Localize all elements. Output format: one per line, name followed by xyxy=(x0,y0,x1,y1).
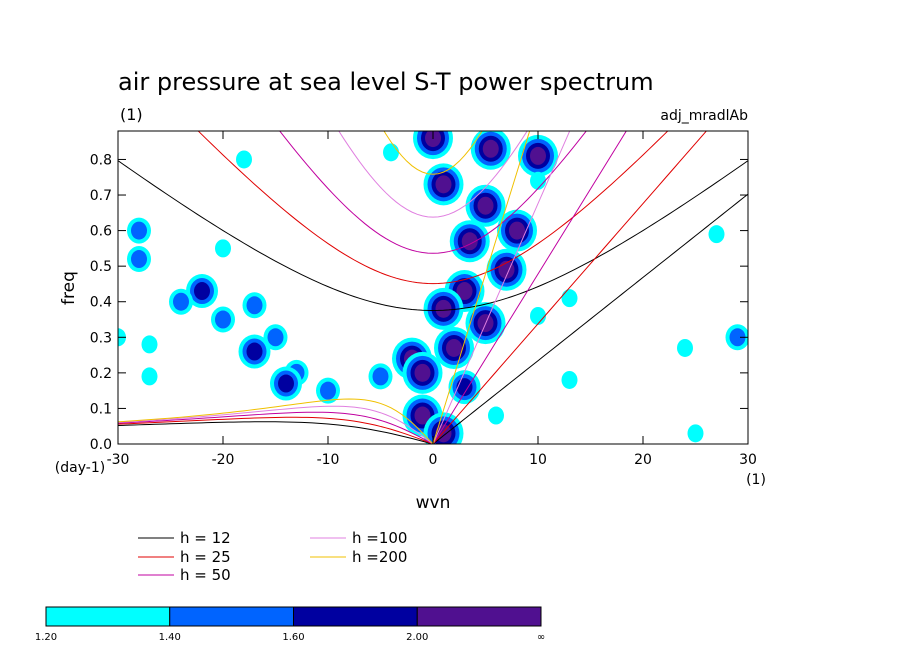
colorbar-label: 1.60 xyxy=(282,632,304,643)
spectrum-blob xyxy=(488,406,504,425)
spectrum-blob xyxy=(141,367,158,386)
y-tick-label: 0.3 xyxy=(90,330,112,346)
y-axis-unit: (day-1) xyxy=(55,460,105,476)
spectrum-blob xyxy=(246,296,263,315)
x-tick-label: 30 xyxy=(739,452,757,468)
kelvin-curve xyxy=(432,193,748,444)
colorbar-segment xyxy=(416,606,542,627)
x-tick-label: -20 xyxy=(212,452,235,468)
spectrum-blob xyxy=(131,250,147,269)
spectrum-blob xyxy=(687,424,704,443)
spectrum-blob xyxy=(435,175,452,194)
spectrum-blob xyxy=(320,381,336,400)
y-tick-label: 0.1 xyxy=(90,401,112,417)
legend-label: h =200 xyxy=(352,548,407,566)
colorbar-label: 1.40 xyxy=(159,632,181,643)
spectrum-blob xyxy=(173,292,189,311)
rossby-curve xyxy=(118,416,434,444)
spectrum-blob xyxy=(414,363,431,382)
spectrum-blob xyxy=(446,338,462,357)
gravity-curve xyxy=(279,131,587,254)
y-tick-label: 0.2 xyxy=(90,366,112,382)
legend-label: h =100 xyxy=(352,529,407,547)
spectrum-blob xyxy=(482,139,499,158)
chart-subtitle-left: (1) xyxy=(120,105,143,124)
y-axis-label: freq xyxy=(59,271,79,305)
spectrum-blob xyxy=(456,378,473,397)
colorbar-label: 2.00 xyxy=(406,632,428,643)
x-axis-label: wvn xyxy=(416,493,451,513)
x-tick-label: -30 xyxy=(107,452,130,468)
spectrum-blob xyxy=(267,328,284,347)
rossby-curve xyxy=(118,411,434,444)
chart-subtitle-right: adj_mradlAb xyxy=(660,108,748,124)
gravity-curve xyxy=(383,131,483,175)
x-axis-ticks: -30 -20 -10 0 10 20 30 xyxy=(107,131,757,468)
y-tick-label: 0.5 xyxy=(90,259,112,275)
x-tick-label: 10 xyxy=(529,452,547,468)
spectrum-blob xyxy=(236,150,252,169)
spectrum-blob xyxy=(530,306,546,325)
spectrum-contours xyxy=(118,131,748,444)
x-tick-label: 20 xyxy=(634,452,652,468)
spectrum-blob xyxy=(425,131,441,148)
spectrum-blob xyxy=(194,282,210,301)
spectrum-blob xyxy=(278,374,294,393)
spectrum-blob xyxy=(383,143,399,162)
spectrum-blob xyxy=(372,367,389,386)
spectrum-blob xyxy=(215,310,231,329)
kelvin-curve xyxy=(432,131,627,444)
spectrum-blob xyxy=(729,328,746,347)
spectrum-blob xyxy=(509,221,525,240)
spectrum-blob xyxy=(708,225,725,244)
colorbar: 1.20 1.40 1.60 2.00 ∞ xyxy=(35,606,545,643)
y-tick-label: 0.0 xyxy=(90,437,112,453)
colorbar-segment xyxy=(45,606,171,627)
spectrum-blob xyxy=(246,342,263,361)
spectrum-blob xyxy=(561,370,578,389)
y-tick-label: 0.6 xyxy=(90,224,112,240)
spectrum-blob xyxy=(456,282,473,301)
colorbar-segment xyxy=(169,606,294,627)
spectrum-blob xyxy=(561,289,578,308)
rossby-curve xyxy=(118,405,434,444)
kelvin-curve xyxy=(432,131,531,444)
colorbar-label: ∞ xyxy=(537,632,545,643)
rossby-curve xyxy=(118,398,434,444)
y-tick-label: 0.4 xyxy=(90,295,112,311)
colorbar-segment xyxy=(293,606,418,627)
chart-title: air pressure at sea level S-T power spec… xyxy=(118,68,654,96)
gravity-curve xyxy=(338,131,528,218)
legend-label: h = 50 xyxy=(180,566,231,584)
gravity-curve xyxy=(118,160,748,311)
spectrum-blob xyxy=(530,171,546,190)
spectrum-blob xyxy=(215,239,231,258)
spectrum-blob xyxy=(530,146,546,165)
colorbar-label: 1.20 xyxy=(35,632,57,643)
spectrum-blob xyxy=(414,406,431,425)
spectrum-blob xyxy=(677,338,693,357)
x-tick-label: -10 xyxy=(317,452,340,468)
y-tick-label: 0.7 xyxy=(90,188,112,204)
spectrum-blob xyxy=(435,299,452,318)
x-axis-unit: (1) xyxy=(746,472,766,488)
x-tick-label: 0 xyxy=(429,452,438,468)
kelvin-curve xyxy=(432,131,571,444)
spectrum-blob xyxy=(477,196,494,215)
rossby-curve xyxy=(118,421,434,444)
kelvin-curve xyxy=(432,131,708,444)
y-tick-label: 0.8 xyxy=(90,152,112,168)
gravity-curve xyxy=(197,131,669,285)
legend-label: h = 25 xyxy=(180,548,231,566)
dispersion-curves xyxy=(118,131,748,444)
spectrum-blob xyxy=(131,221,147,240)
y-axis-ticks: 0.0 0.1 0.2 0.3 0.4 0.5 0.6 0.7 0.8 xyxy=(90,152,748,453)
legend-label: h = 12 xyxy=(180,529,231,547)
spectrum-blob xyxy=(141,335,158,354)
